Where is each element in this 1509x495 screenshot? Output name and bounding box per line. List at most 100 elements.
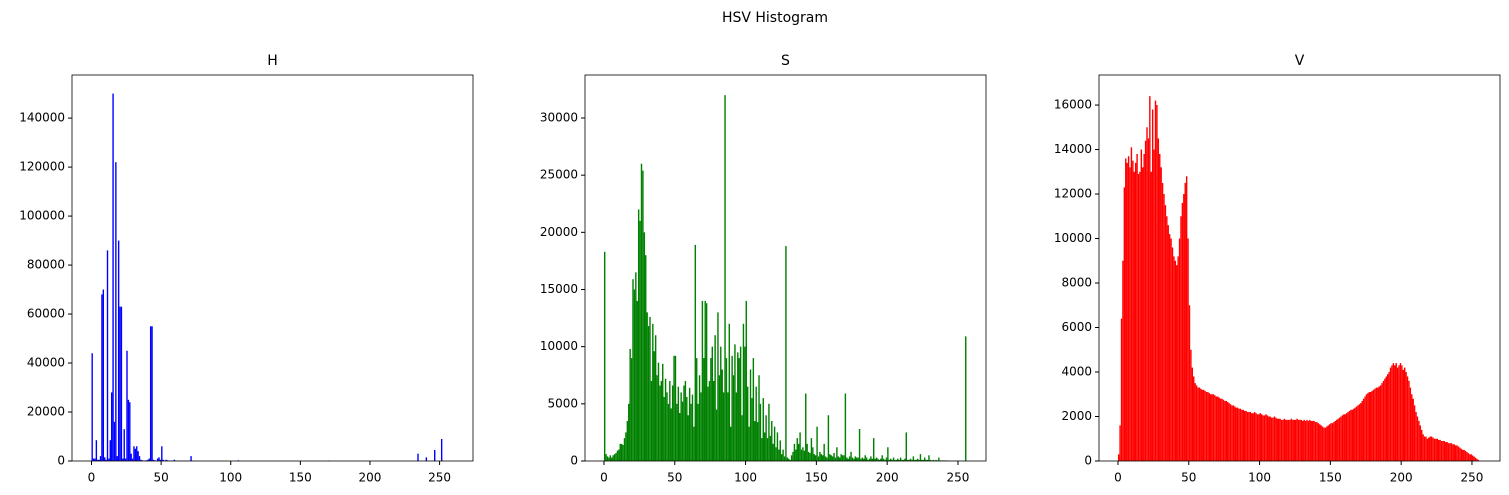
bar — [1299, 419, 1301, 461]
x-tick-label: 200 — [876, 471, 899, 485]
bar — [102, 289, 105, 461]
bar — [1231, 405, 1233, 461]
bar — [1430, 436, 1433, 461]
bar — [612, 455, 614, 461]
bar — [1413, 405, 1416, 461]
bar — [812, 447, 814, 461]
bar — [783, 456, 786, 461]
bar — [156, 458, 159, 461]
bar — [1227, 402, 1229, 461]
bar — [1120, 318, 1123, 461]
bar — [905, 432, 907, 461]
bar — [632, 279, 634, 461]
bar — [846, 457, 848, 461]
bar — [137, 451, 139, 461]
bar — [1443, 440, 1446, 461]
bar — [697, 403, 699, 461]
bar — [766, 438, 769, 461]
bar — [834, 457, 837, 461]
bar — [1416, 416, 1419, 461]
bar — [1260, 414, 1263, 461]
bar — [1415, 412, 1417, 461]
bar — [1423, 436, 1426, 461]
bar — [1184, 182, 1186, 461]
bar — [1133, 171, 1135, 461]
bar — [1137, 174, 1140, 461]
bar — [711, 346, 714, 461]
bar — [1255, 413, 1257, 461]
bar — [1334, 420, 1337, 461]
bar — [1396, 367, 1399, 461]
bar — [670, 408, 672, 461]
bar — [1294, 419, 1297, 461]
bar — [1167, 225, 1169, 461]
y-tick-label: 80000 — [27, 258, 65, 272]
bar — [1279, 418, 1281, 461]
y-tick-label: 25000 — [540, 168, 578, 182]
bar — [867, 459, 869, 461]
bar — [1273, 416, 1276, 461]
bar — [734, 344, 736, 461]
bar — [1183, 194, 1185, 461]
bar — [1236, 407, 1239, 461]
bar — [1382, 380, 1385, 461]
bar — [647, 326, 650, 461]
bar — [652, 323, 654, 461]
bar — [1270, 417, 1273, 461]
bar — [1331, 423, 1334, 461]
bar — [1469, 454, 1471, 461]
bar — [877, 458, 879, 461]
bar — [837, 456, 840, 461]
bar — [746, 386, 749, 461]
bar — [1180, 216, 1182, 461]
bar — [1411, 394, 1413, 461]
bar — [1282, 419, 1284, 461]
bar — [1310, 420, 1312, 461]
bar — [1449, 443, 1451, 461]
bar — [871, 458, 874, 461]
bar — [1445, 442, 1447, 461]
bar — [823, 443, 825, 461]
bar — [897, 458, 899, 461]
bar — [1181, 202, 1184, 461]
y-tick-label: 20000 — [27, 405, 65, 419]
bar — [1454, 445, 1457, 461]
bar — [759, 403, 762, 461]
axes-frame — [584, 74, 987, 462]
bar — [796, 438, 798, 461]
bar — [1265, 414, 1267, 461]
bar — [120, 306, 123, 461]
bar — [805, 393, 807, 461]
bar — [1154, 100, 1157, 461]
bar — [1143, 153, 1145, 461]
bar — [116, 456, 118, 461]
bar — [686, 396, 688, 461]
bar — [656, 375, 658, 461]
y-tick-label: 100000 — [19, 209, 65, 223]
bar — [810, 438, 813, 461]
bar — [1127, 156, 1130, 461]
bar — [1338, 417, 1341, 461]
bar — [908, 459, 910, 461]
bar — [1269, 416, 1271, 461]
y-tick-label: 140000 — [19, 111, 65, 125]
bar — [870, 456, 872, 461]
bar — [693, 426, 695, 461]
bar — [703, 358, 705, 461]
bar — [653, 351, 655, 461]
bar — [609, 455, 612, 461]
y-tick-label: 40000 — [27, 356, 65, 370]
bar — [1222, 399, 1225, 461]
bar — [814, 455, 817, 461]
bar — [1429, 436, 1431, 461]
bar — [688, 387, 691, 461]
bar — [105, 459, 107, 461]
bar — [1200, 388, 1202, 461]
bar — [1395, 363, 1397, 461]
bar — [1336, 419, 1338, 461]
bar — [769, 435, 772, 461]
y-tick-label: 15000 — [540, 282, 578, 296]
bar — [1474, 457, 1477, 461]
bar — [113, 421, 116, 461]
bars — [603, 95, 967, 461]
